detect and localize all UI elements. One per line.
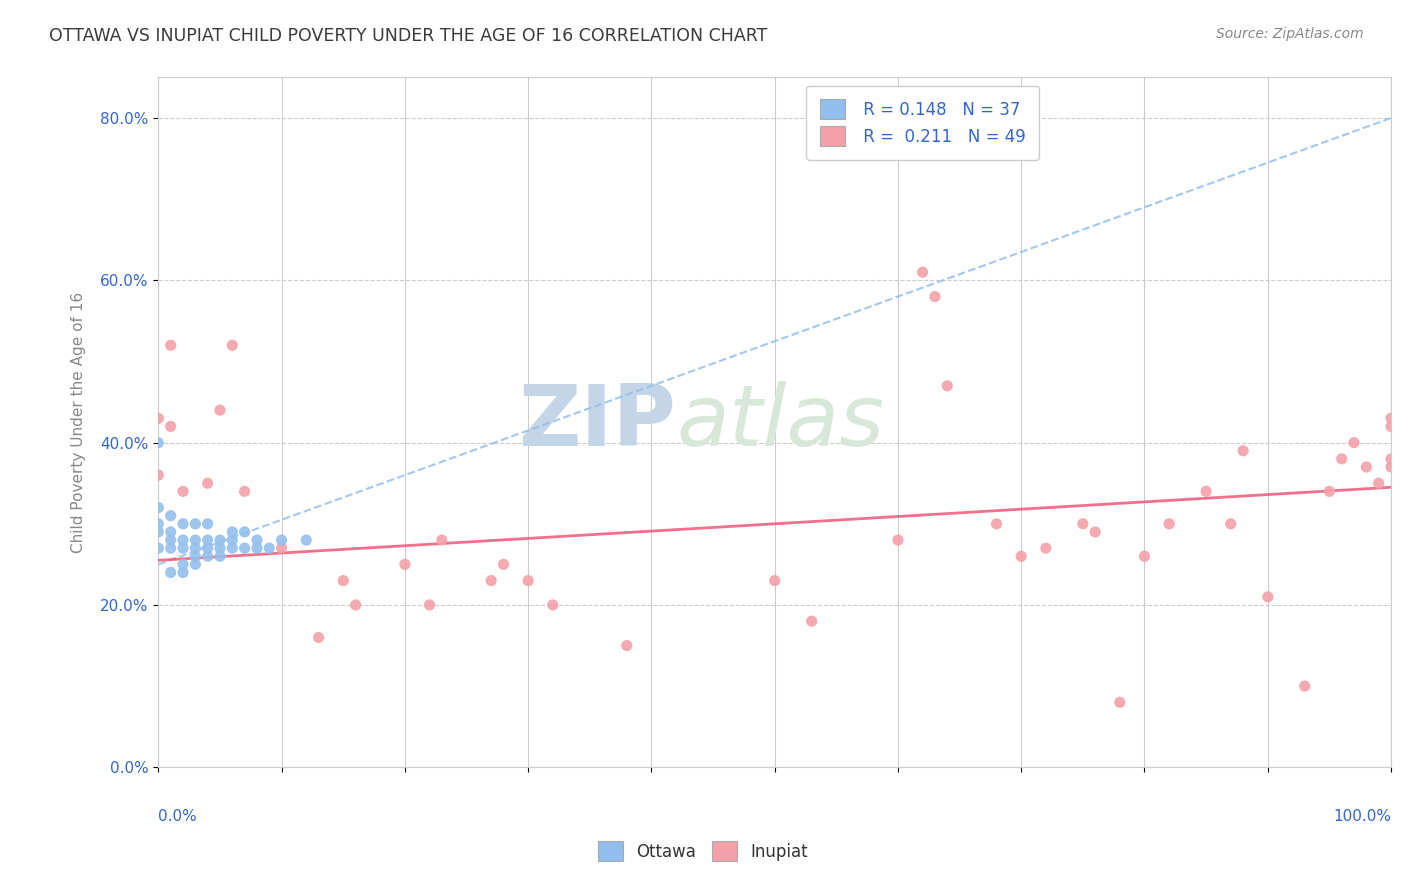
Text: 100.0%: 100.0% [1333, 809, 1391, 823]
Point [221, 541, 243, 556]
Point [1257, 590, 1279, 604]
Point [159, 338, 181, 352]
Point [344, 598, 367, 612]
Point [148, 516, 170, 531]
Point [1379, 419, 1402, 434]
Point [616, 639, 638, 653]
Point [246, 533, 269, 547]
Point [208, 403, 231, 417]
Point [221, 533, 243, 547]
Point [763, 574, 786, 588]
Legend:  R = 0.148   N = 37,  R =  0.211   N = 49: R = 0.148 N = 37, R = 0.211 N = 49 [806, 86, 1039, 160]
Point [517, 574, 540, 588]
Point [308, 631, 330, 645]
Text: 0.0%: 0.0% [159, 809, 197, 823]
Point [394, 558, 416, 572]
Point [1195, 484, 1218, 499]
Point [1219, 516, 1241, 531]
Point [936, 379, 959, 393]
Point [1035, 541, 1057, 556]
Point [159, 533, 181, 547]
Point [172, 484, 194, 499]
Point [184, 516, 207, 531]
Point [492, 558, 515, 572]
Text: ZIP: ZIP [519, 381, 676, 464]
Point [246, 541, 269, 556]
Point [159, 419, 181, 434]
Point [1232, 443, 1254, 458]
Point [233, 524, 256, 539]
Point [911, 265, 934, 279]
Point [148, 468, 170, 483]
Y-axis label: Child Poverty Under the Age of 16: Child Poverty Under the Age of 16 [72, 292, 86, 553]
Point [233, 484, 256, 499]
Point [184, 549, 207, 564]
Point [184, 533, 207, 547]
Point [148, 500, 170, 515]
Point [184, 558, 207, 572]
Point [295, 533, 318, 547]
Point [541, 598, 564, 612]
Point [332, 574, 354, 588]
Point [208, 549, 231, 564]
Point [270, 541, 292, 556]
Point [1133, 549, 1156, 564]
Point [1343, 435, 1365, 450]
Text: Source: ZipAtlas.com: Source: ZipAtlas.com [1216, 27, 1364, 41]
Point [986, 516, 1008, 531]
Point [148, 411, 170, 425]
Text: atlas: atlas [676, 381, 884, 464]
Point [172, 516, 194, 531]
Point [1355, 460, 1378, 475]
Point [1159, 516, 1181, 531]
Point [270, 533, 292, 547]
Point [159, 566, 181, 580]
Point [184, 541, 207, 556]
Point [172, 558, 194, 572]
Point [1084, 524, 1107, 539]
Point [924, 289, 946, 303]
Point [172, 541, 194, 556]
Point [800, 614, 823, 628]
Point [887, 533, 910, 547]
Point [208, 541, 231, 556]
Point [159, 508, 181, 523]
Point [148, 435, 170, 450]
Point [479, 574, 502, 588]
Point [197, 541, 219, 556]
Point [419, 598, 441, 612]
Point [197, 476, 219, 491]
Point [221, 338, 243, 352]
Point [197, 549, 219, 564]
Point [221, 524, 243, 539]
Point [1330, 451, 1353, 466]
Point [1294, 679, 1316, 693]
Point [1379, 411, 1402, 425]
Point [197, 516, 219, 531]
Point [1010, 549, 1032, 564]
Point [159, 524, 181, 539]
Point [430, 533, 453, 547]
Point [148, 524, 170, 539]
Text: OTTAWA VS INUPIAT CHILD POVERTY UNDER THE AGE OF 16 CORRELATION CHART: OTTAWA VS INUPIAT CHILD POVERTY UNDER TH… [49, 27, 768, 45]
Point [172, 566, 194, 580]
Point [148, 541, 170, 556]
Point [1108, 695, 1130, 709]
Point [259, 541, 281, 556]
Point [159, 541, 181, 556]
Point [1317, 484, 1340, 499]
Point [208, 533, 231, 547]
Point [233, 541, 256, 556]
Point [1379, 460, 1402, 475]
Point [1379, 451, 1402, 466]
Point [1368, 476, 1391, 491]
Legend: Ottawa, Inupiat: Ottawa, Inupiat [585, 828, 821, 875]
Point [172, 533, 194, 547]
Point [1071, 516, 1094, 531]
Point [197, 533, 219, 547]
